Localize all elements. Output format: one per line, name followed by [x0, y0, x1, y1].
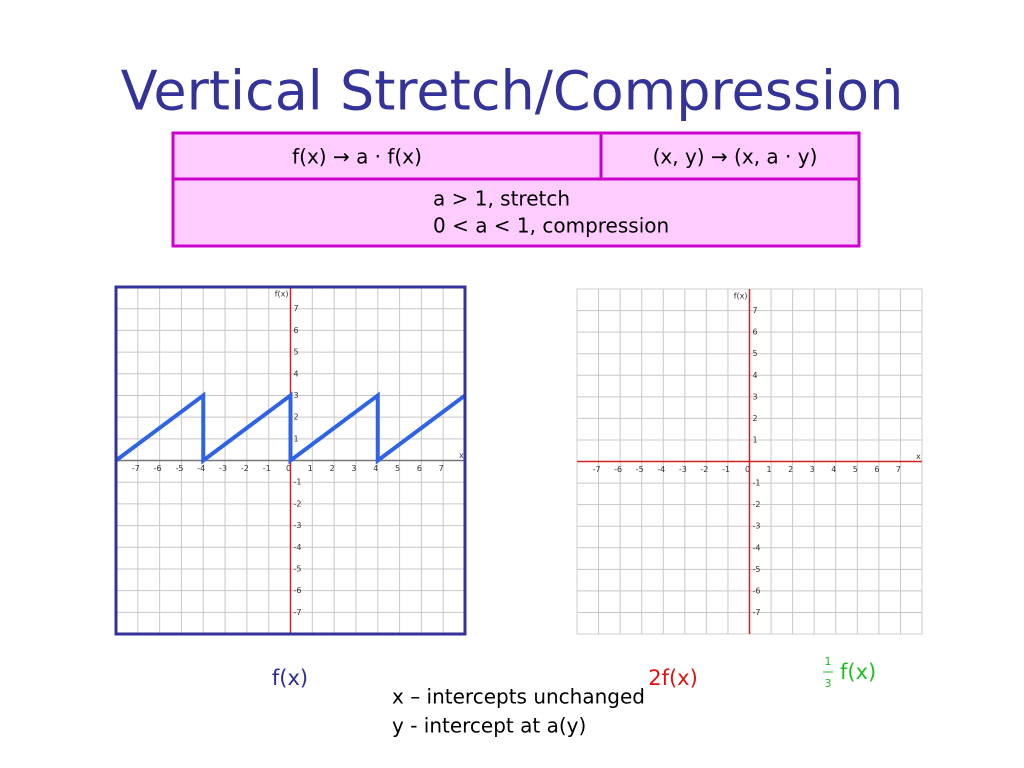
x-tick-label: 3 — [351, 464, 356, 473]
y-tick-label: -5 — [753, 565, 761, 574]
y-axis-label: f(x) — [734, 292, 748, 301]
y-tick-label: -5 — [294, 564, 302, 573]
y-tick-label: 3 — [294, 391, 299, 400]
y-tick-label: -2 — [753, 500, 761, 509]
y-tick-label: -3 — [294, 521, 302, 530]
x-tick-label: 0 — [286, 464, 291, 473]
note: y - intercept at a(y) — [392, 714, 586, 738]
y-tick-label: -4 — [753, 543, 761, 552]
y-tick-label: 2 — [294, 413, 299, 422]
x-tick-label: 3 — [810, 465, 815, 474]
fraction-den: 3 — [825, 677, 832, 690]
x-tick-label: -3 — [219, 464, 227, 473]
x-tick-label: 1 — [767, 465, 772, 474]
y-tick-label: -2 — [294, 499, 302, 508]
x-tick-label: 4 — [831, 465, 836, 474]
x-tick-label: -2 — [241, 464, 249, 473]
y-tick-label: 7 — [294, 304, 299, 313]
y-tick-label: 1 — [294, 434, 299, 443]
x-tick-label: -7 — [132, 464, 140, 473]
x-tick-label: 6 — [417, 464, 422, 473]
x-tick-label: -1 — [722, 465, 730, 474]
x-tick-label: -6 — [614, 465, 622, 474]
y-tick-label: -1 — [294, 478, 302, 487]
y-tick-label: -1 — [753, 479, 761, 488]
x-tick-label: 7 — [439, 464, 444, 473]
x-tick-label: 2 — [330, 464, 335, 473]
graph-frame — [114, 285, 467, 636]
x-tick-label: -7 — [593, 465, 601, 474]
x-tick-label: 7 — [896, 465, 901, 474]
x-axis-label: x — [459, 451, 464, 460]
x-tick-label: 0 — [745, 465, 750, 474]
x-tick-label: 6 — [874, 465, 879, 474]
y-tick-label: -6 — [294, 586, 302, 595]
fraction-num: 1 — [825, 655, 832, 668]
y-axis-label: f(x) — [275, 290, 289, 299]
table-cell: a > 1, stretch — [433, 187, 570, 211]
x-tick-label: -4 — [657, 465, 665, 474]
y-tick-label: 2 — [753, 414, 758, 423]
y-tick-label: -4 — [294, 543, 302, 552]
y-tick-label: 3 — [753, 392, 758, 401]
x-tick-label: -5 — [636, 465, 644, 474]
note: x – intercepts unchanged — [392, 685, 645, 709]
y-tick-label: -7 — [753, 608, 761, 617]
y-tick-label: 1 — [753, 435, 758, 444]
x-tick-label: 5 — [395, 464, 400, 473]
function-line — [114, 391, 467, 465]
y-tick-label: 7 — [753, 306, 758, 315]
y-tick-label: -3 — [753, 522, 761, 531]
x-tick-label: -5 — [175, 464, 183, 473]
y-tick-label: -6 — [753, 586, 761, 595]
table-header: (x, y) → (x, a · y) — [653, 145, 818, 169]
table-header: f(x) → a · f(x) — [292, 145, 422, 169]
x-tick-label: 4 — [373, 464, 378, 473]
y-tick-label: 4 — [294, 369, 299, 378]
y-tick-label: -7 — [294, 608, 302, 617]
x-tick-label: -4 — [197, 464, 205, 473]
title: Vertical Stretch/Compression — [121, 60, 904, 123]
caption: f(x) — [272, 666, 308, 690]
x-tick-label: 2 — [788, 465, 793, 474]
caption: 2f(x) — [648, 666, 698, 690]
caption: f(x) — [840, 660, 876, 684]
x-tick-label: -3 — [679, 465, 687, 474]
y-tick-label: 5 — [753, 349, 758, 358]
x-tick-label: 5 — [853, 465, 858, 474]
y-tick-label: 5 — [294, 348, 299, 357]
table-cell: 0 < a < 1, compression — [433, 214, 669, 238]
y-tick-label: 6 — [294, 326, 299, 335]
x-tick-label: -2 — [700, 465, 708, 474]
x-tick-label: -1 — [263, 464, 271, 473]
x-tick-label: -6 — [154, 464, 162, 473]
table-box — [171, 131, 861, 248]
y-tick-label: 6 — [753, 328, 758, 337]
y-tick-label: 4 — [753, 371, 758, 380]
x-tick-label: 1 — [308, 464, 313, 473]
x-axis-label: x — [916, 452, 921, 461]
